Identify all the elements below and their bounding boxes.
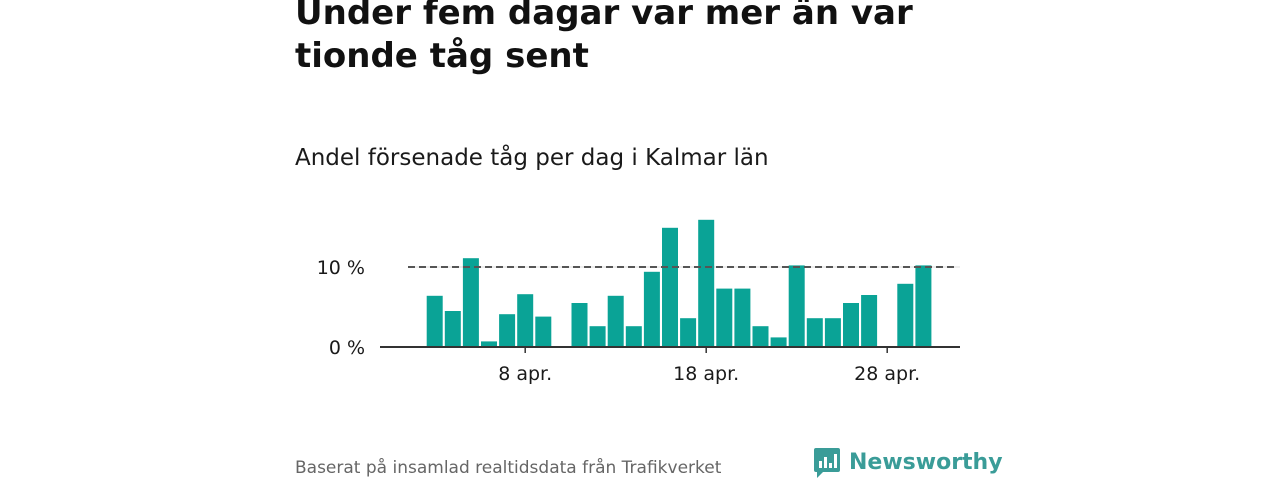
bar bbox=[589, 326, 606, 347]
y-tick-label: 0 % bbox=[329, 337, 365, 359]
bar bbox=[462, 258, 479, 347]
bar bbox=[843, 303, 859, 347]
bar bbox=[499, 314, 516, 347]
x-tick-label: 28 apr. bbox=[854, 363, 920, 385]
bar bbox=[788, 265, 805, 347]
bar bbox=[698, 219, 715, 347]
x-tick-label: 8 apr. bbox=[498, 363, 552, 385]
brand-name: Newsworthy bbox=[849, 450, 1003, 475]
bar bbox=[535, 316, 552, 347]
bar bbox=[607, 295, 624, 347]
bar bbox=[734, 288, 751, 347]
x-tick-label: 18 apr. bbox=[673, 363, 739, 385]
bar bbox=[517, 294, 534, 347]
chart-subtitle: Andel försenade tåg per dag i Kalmar län bbox=[295, 145, 769, 171]
bar bbox=[915, 265, 932, 347]
bar bbox=[897, 283, 914, 347]
bar bbox=[625, 326, 642, 347]
bar bbox=[861, 295, 878, 347]
bar bbox=[716, 288, 733, 347]
chart-title: Under fem dagar var mer än var tionde tå… bbox=[295, 0, 913, 76]
bar-chart: 8 apr. 18 apr. 28 apr. 0 % 10 % bbox=[317, 219, 960, 385]
bar bbox=[571, 303, 588, 347]
bar bbox=[444, 311, 461, 347]
y-tick-label: 10 % bbox=[317, 257, 365, 279]
bar bbox=[770, 337, 787, 347]
bar bbox=[824, 318, 841, 347]
bar bbox=[643, 271, 660, 347]
source-note: Baserat på insamlad realtidsdata från Tr… bbox=[295, 458, 722, 478]
bar bbox=[481, 341, 497, 347]
bar bbox=[662, 227, 678, 347]
bar bbox=[426, 295, 443, 347]
newsworthy-logo: Newsworthy bbox=[813, 446, 1003, 480]
bar bbox=[806, 318, 823, 347]
bar bbox=[752, 326, 769, 347]
newsworthy-logo-icon bbox=[814, 448, 840, 478]
bar bbox=[680, 318, 697, 347]
